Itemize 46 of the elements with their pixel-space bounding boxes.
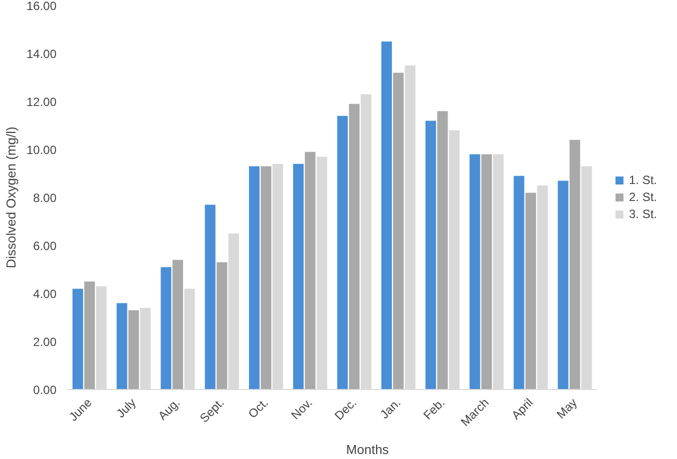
y-tick-label: 4.00 <box>33 287 57 301</box>
y-tick-label: 2.00 <box>33 335 57 349</box>
x-tick-label: Oct. <box>246 396 271 422</box>
y-tick-label: 8.00 <box>33 191 57 205</box>
bar <box>160 267 172 390</box>
x-tick-label: Dec. <box>332 396 360 423</box>
bar <box>470 154 480 390</box>
bar <box>116 303 128 390</box>
bar <box>558 180 568 390</box>
y-tick-label: 0.00 <box>33 383 57 397</box>
x-tick-label: Jan. <box>377 396 404 422</box>
bar <box>72 288 84 390</box>
y-tick-label: 6.00 <box>33 239 57 253</box>
bar <box>248 166 260 390</box>
y-tick-label: 16.00 <box>26 0 57 13</box>
y-tick-label: 12.00 <box>26 95 57 109</box>
bar <box>481 154 492 390</box>
bar <box>172 260 184 390</box>
bar <box>84 282 95 390</box>
x-tick-label: July <box>114 396 139 421</box>
bar <box>337 116 348 390</box>
bar <box>260 166 272 390</box>
x-tick-label: Feb. <box>420 396 448 422</box>
bar <box>570 140 580 390</box>
x-tick-label: Aug. <box>155 396 183 423</box>
bar <box>293 164 304 390</box>
bar <box>348 104 360 390</box>
bar <box>204 204 216 390</box>
legend-label: 1. St. <box>628 173 657 187</box>
y-tick-label: 10.00 <box>26 143 57 157</box>
legend-label: 3. St. <box>628 207 657 221</box>
legend-label: 2. St. <box>628 190 657 204</box>
bar <box>216 262 228 390</box>
bar <box>381 42 392 390</box>
bar <box>525 192 536 390</box>
bar <box>393 72 404 390</box>
bar <box>304 152 316 390</box>
bar <box>437 111 448 390</box>
bar <box>514 176 524 390</box>
x-tick-label: Nov. <box>288 396 316 422</box>
x-tick-label: May <box>554 396 580 422</box>
y-axis-title: Dissolved Oxygen (mg/l) <box>3 126 18 268</box>
y-tick-label: 14.00 <box>26 47 57 61</box>
bar <box>425 120 436 390</box>
x-axis-title: Months <box>346 442 390 457</box>
bar <box>128 310 139 390</box>
